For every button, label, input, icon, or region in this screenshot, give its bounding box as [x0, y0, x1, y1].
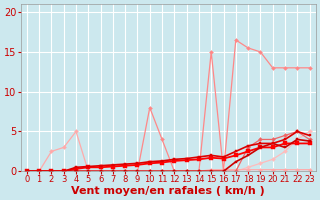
X-axis label: Vent moyen/en rafales ( km/h ): Vent moyen/en rafales ( km/h )	[71, 186, 265, 196]
